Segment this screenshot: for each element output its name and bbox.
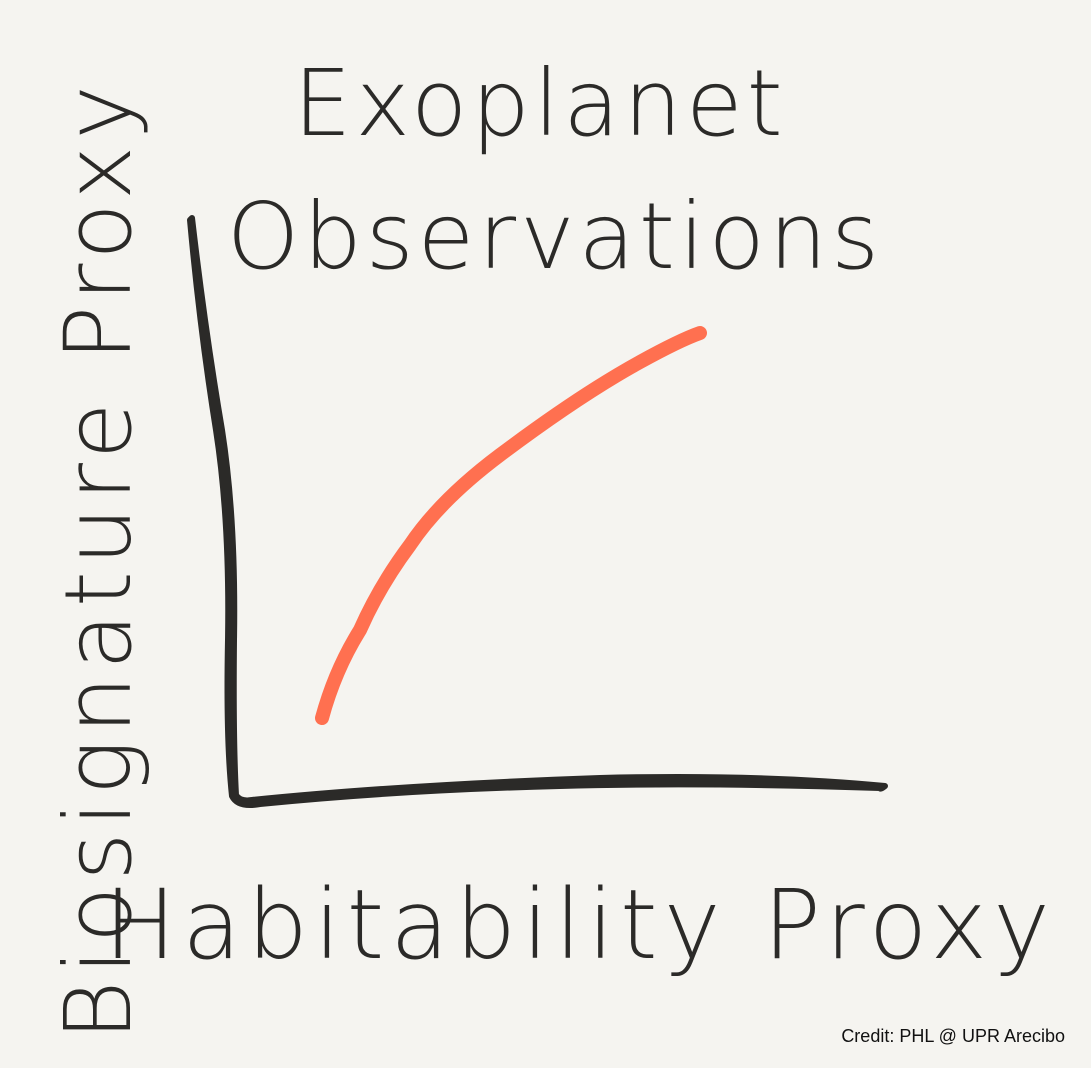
trend-curve bbox=[315, 326, 707, 725]
axes bbox=[187, 215, 888, 808]
title-line: Observations bbox=[227, 183, 883, 290]
x-axis-label: Habitability Proxy bbox=[104, 869, 1056, 981]
y-axis-label: Biosignature Proxy bbox=[45, 79, 152, 1041]
credit: Credit: PHL @ UPR Arecibo bbox=[841, 1026, 1065, 1046]
title-line: Exoplanet bbox=[293, 50, 786, 157]
